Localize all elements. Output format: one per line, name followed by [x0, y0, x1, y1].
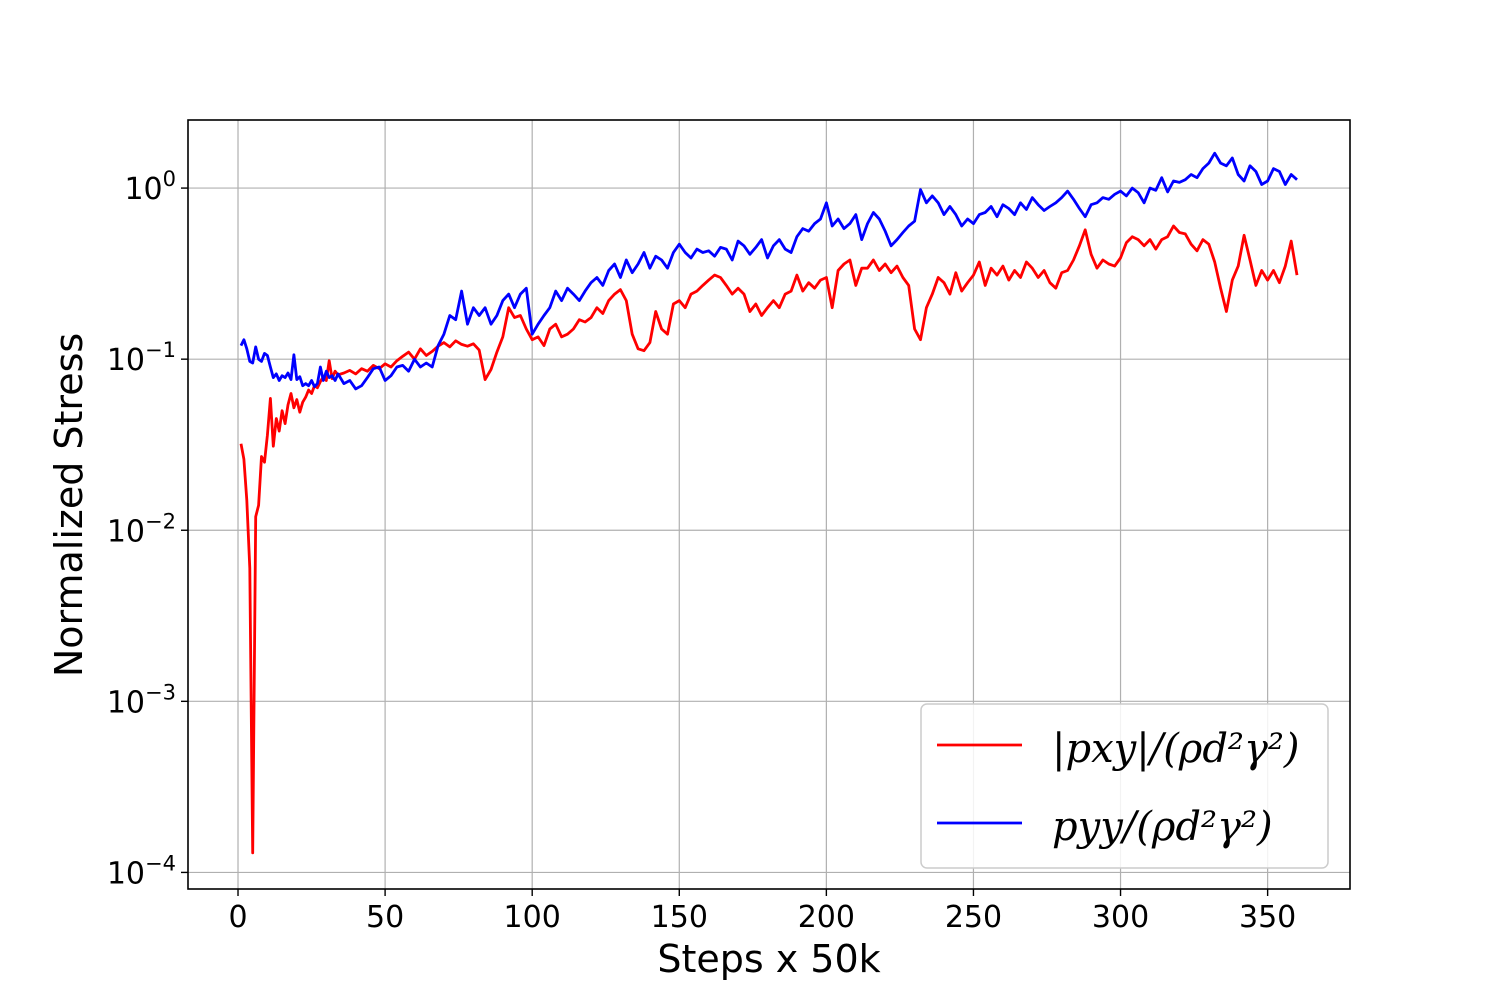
series-layer	[239, 151, 1299, 855]
grid-lines	[188, 120, 1350, 889]
y-tick-label: 10−1	[107, 338, 176, 378]
x-tick-label: 350	[1239, 900, 1296, 935]
legend-label-pyy: pyy/(ρd²γ²)	[1052, 804, 1273, 850]
x-tick-label: 250	[945, 900, 1002, 935]
y-tick-label: 10−4	[107, 851, 176, 891]
y-axis: 10−4 10−3 10−2 10−1 100	[107, 167, 188, 891]
y-tick-label: 100	[124, 167, 176, 207]
x-tick-label: 150	[651, 900, 708, 935]
x-tick-label: 200	[798, 900, 855, 935]
legend: |pxy|/(ρd²γ²) pyy/(ρd²γ²)	[920, 703, 1329, 869]
y-axis-title: Normalized Stress	[47, 333, 91, 677]
series-line-pyy	[239, 151, 1298, 391]
x-tick-label: 50	[366, 900, 404, 935]
x-axis-title: Steps x 50k	[657, 937, 880, 981]
x-tick-label: 300	[1092, 900, 1149, 935]
x-tick-label: 100	[504, 900, 561, 935]
plot-frame	[187, 119, 1351, 890]
y-tick-label: 10−2	[107, 509, 176, 549]
x-tick-label: 0	[228, 900, 247, 935]
y-tick-label: 10−3	[107, 680, 176, 720]
legend-box	[920, 703, 1329, 869]
legend-label-pxy: |pxy|/(ρd²γ²)	[1052, 726, 1300, 772]
x-axis: 0 50 100 150 200 250 300 350	[228, 889, 1296, 935]
